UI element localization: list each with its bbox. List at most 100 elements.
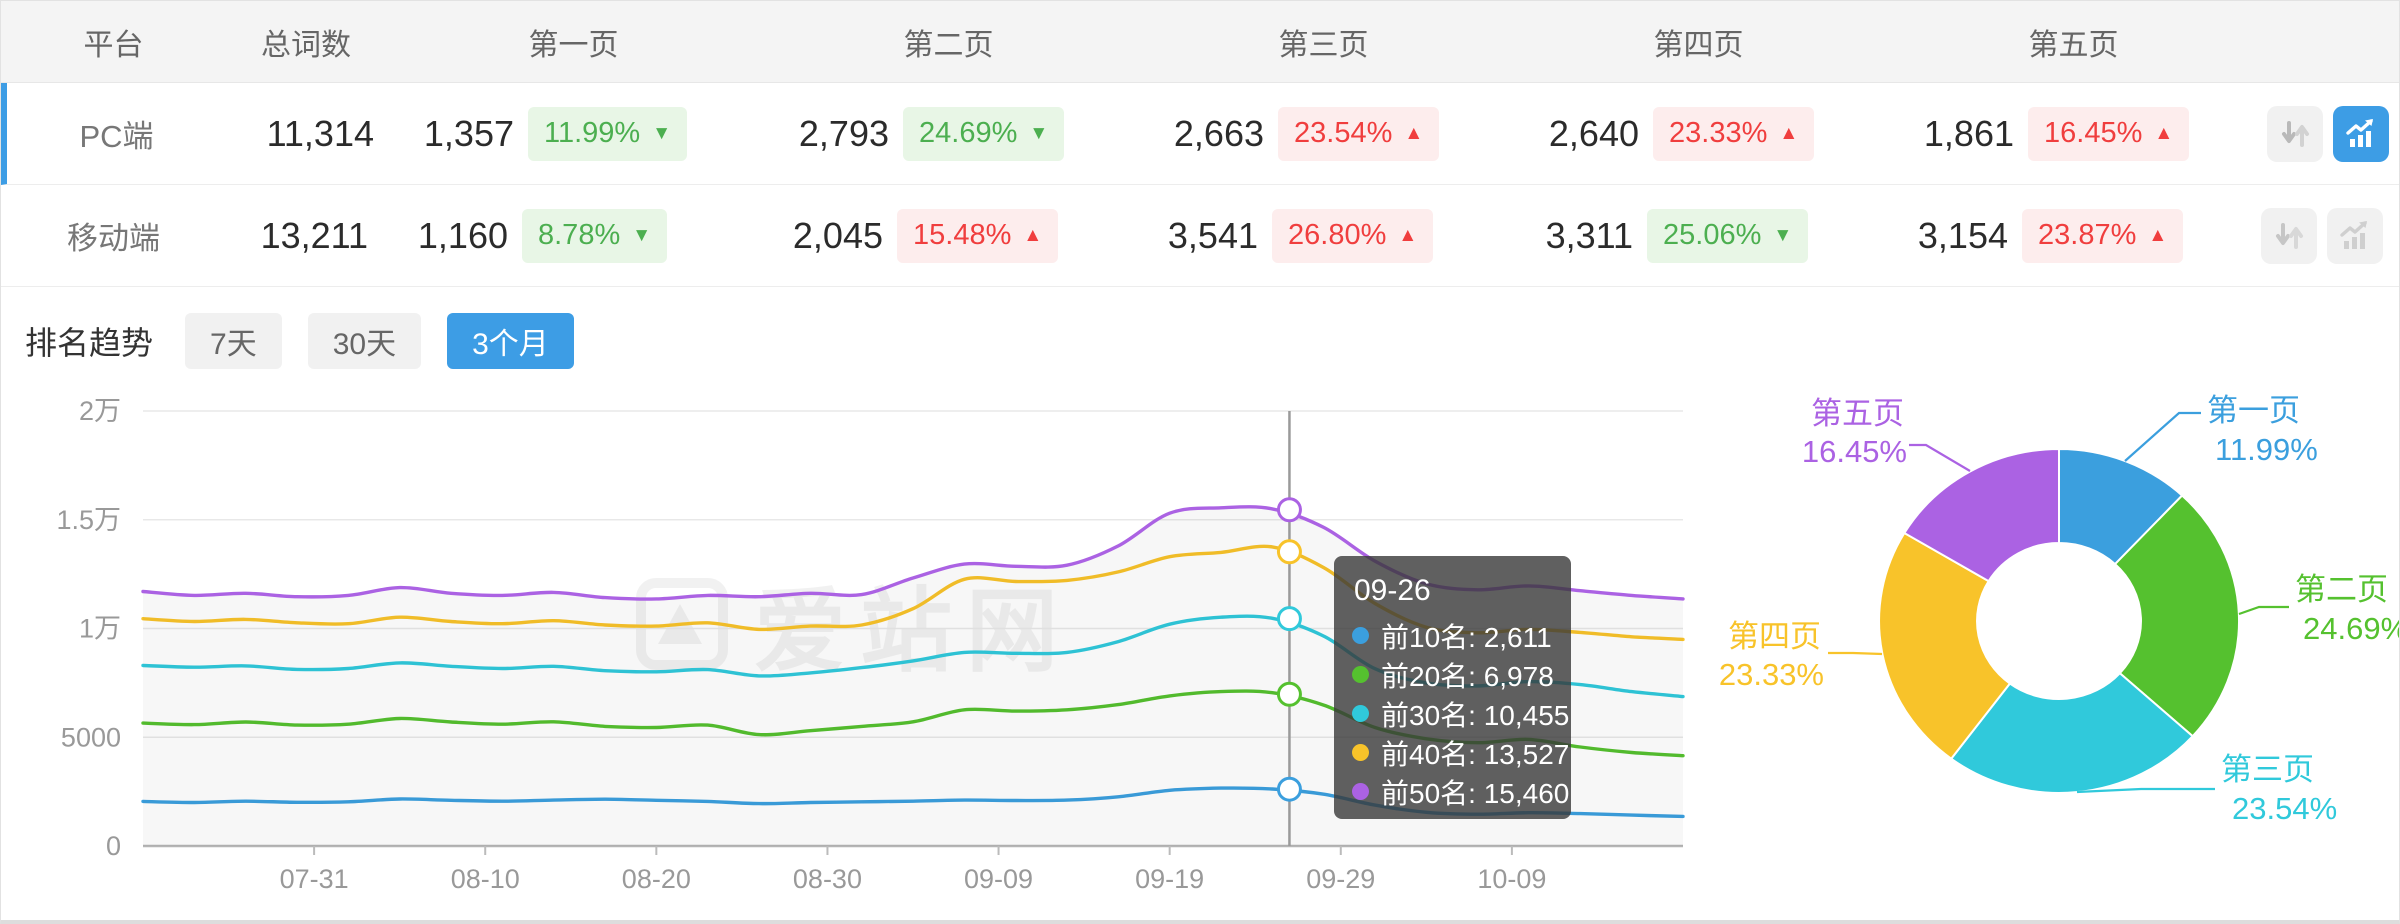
platform-label: 移动端 bbox=[67, 221, 160, 256]
page5-cell: 3,154 23.87% ▲ bbox=[1886, 208, 2261, 263]
line-chart-icon bbox=[2346, 118, 2373, 147]
sort-updown-button[interactable] bbox=[2261, 207, 2317, 264]
row-actions bbox=[2267, 105, 2399, 162]
x-axis-label: 08-20 bbox=[622, 864, 691, 894]
x-axis-label: 09-09 bbox=[964, 864, 1033, 894]
page1-cell: 1,160 8.78% ▼ bbox=[386, 208, 761, 263]
page5-count: 1,861 bbox=[1923, 112, 2014, 154]
donut-label-pct: 23.54% bbox=[2232, 791, 2337, 826]
page5-pct-badge: 23.87% ▲ bbox=[2022, 208, 2184, 263]
header-platform: 平台 bbox=[83, 28, 144, 62]
page2-cell: 2,793 24.69% ▼ bbox=[767, 106, 1142, 161]
header-page1: 第一页 bbox=[528, 28, 619, 62]
header-page4: 第四页 bbox=[1653, 28, 1744, 62]
line-chart-icon bbox=[2340, 220, 2367, 249]
page2-pct-badge: 15.48% ▲ bbox=[897, 208, 1059, 263]
page4-count: 2,640 bbox=[1548, 112, 1639, 154]
donut-label-name: 第二页 bbox=[2295, 572, 2388, 607]
row-actions bbox=[2261, 207, 2399, 264]
donut-label-line bbox=[1909, 443, 1971, 472]
show-trend-chart-button[interactable] bbox=[2333, 105, 2389, 162]
page1-pct-badge: 11.99% ▼ bbox=[528, 106, 688, 161]
donut-label-pct: 16.45% bbox=[1802, 434, 1907, 469]
donut-label-name: 第一页 bbox=[2207, 393, 2300, 428]
tab-3-months[interactable]: 3个月 bbox=[447, 313, 574, 369]
total-words-value: 11,314 bbox=[266, 112, 374, 154]
y-axis-label: 1万 bbox=[79, 614, 121, 644]
page4-count: 3,311 bbox=[1545, 214, 1633, 256]
y-axis-label: 5000 bbox=[61, 722, 121, 752]
page4-pct-badge: 23.33% ▲ bbox=[1653, 106, 1815, 161]
page2-pct-badge: 24.69% ▼ bbox=[903, 106, 1065, 161]
donut-label-pct: 23.33% bbox=[1719, 657, 1824, 692]
donut-label-line bbox=[2124, 411, 2201, 462]
platform-label: PC端 bbox=[79, 119, 154, 154]
page3-count: 2,663 bbox=[1173, 112, 1264, 154]
page3-cell: 2,663 23.54% ▲ bbox=[1142, 106, 1517, 161]
hover-marker-top20 bbox=[1276, 681, 1302, 707]
page1-count: 1,160 bbox=[417, 214, 508, 256]
page2-count: 2,793 bbox=[798, 112, 889, 154]
page3-count: 3,541 bbox=[1167, 214, 1258, 256]
page2-count: 2,045 bbox=[792, 214, 883, 256]
page3-cell: 3,541 26.80% ▲ bbox=[1136, 208, 1511, 263]
show-trend-chart-button[interactable] bbox=[2327, 207, 2383, 264]
tab-30-days[interactable]: 30天 bbox=[307, 313, 422, 369]
header-page3: 第三页 bbox=[1278, 28, 1369, 62]
x-axis-label: 08-30 bbox=[793, 864, 862, 894]
page3-pct-badge: 23.54% ▲ bbox=[1278, 106, 1440, 161]
donut-label-line bbox=[2076, 787, 2215, 794]
trend-area bbox=[143, 507, 1683, 846]
y-axis-label: 2万 bbox=[79, 396, 121, 426]
x-axis-label: 10-09 bbox=[1477, 864, 1546, 894]
x-axis-label: 09-19 bbox=[1135, 864, 1204, 894]
donut-label-pct: 11.99% bbox=[2215, 432, 2318, 467]
y-axis-label: 1.5万 bbox=[56, 505, 121, 535]
y-axis-label: 0 bbox=[106, 831, 121, 861]
donut-slice-page3[interactable] bbox=[1949, 671, 2195, 794]
page3-pct-badge: 26.80% ▲ bbox=[1272, 208, 1434, 263]
page1-count: 1,357 bbox=[423, 112, 514, 154]
x-axis-label: 08-10 bbox=[451, 864, 520, 894]
trend-line-chart: 0 5000 1万 1.5万 2万 07-31 08-10 08-20 08-30 09-09 09… bbox=[56, 396, 1685, 894]
table-row-mobile[interactable]: 移动端 13,211 1,160 8.78% ▼ 2,045 15.48% ▲ 3,… bbox=[1, 185, 2399, 287]
up-down-arrows-icon bbox=[2282, 120, 2309, 147]
page1-pct-badge: 8.78% ▼ bbox=[522, 208, 668, 263]
up-down-arrows-icon bbox=[2276, 222, 2303, 249]
page2-cell: 2,045 15.48% ▲ bbox=[761, 208, 1136, 263]
page1-cell: 1,357 11.99% ▼ bbox=[392, 106, 767, 161]
page4-pct-badge: 25.06% ▼ bbox=[1647, 208, 1809, 263]
tab-7-days[interactable]: 7天 bbox=[185, 313, 282, 369]
page5-count: 3,154 bbox=[1917, 214, 2008, 256]
donut-label-line bbox=[2238, 605, 2289, 616]
header-page5: 第五页 bbox=[2028, 28, 2119, 62]
donut-label-name: 第四页 bbox=[1728, 619, 1821, 654]
donut-label-line bbox=[1828, 651, 1883, 656]
page5-pct-badge: 16.45% ▲ bbox=[2028, 106, 2190, 161]
donut-slice-page2[interactable] bbox=[2113, 494, 2241, 738]
sort-updown-button[interactable] bbox=[2267, 105, 2323, 162]
hover-marker-top10 bbox=[1276, 776, 1302, 802]
donut-slice-page4[interactable] bbox=[1878, 531, 2012, 761]
x-axis-label: 09-29 bbox=[1306, 864, 1375, 894]
table-row-pc[interactable]: PC端 11,314 1,357 11.99% ▼ 2,793 24.69% ▼ 2… bbox=[1, 83, 2399, 185]
trend-title: 排名趋势 bbox=[25, 325, 154, 361]
header-page2: 第二页 bbox=[903, 28, 994, 62]
page4-cell: 3,311 25.06% ▼ bbox=[1511, 208, 1886, 263]
table-header-row: 平台 总词数 第一页 第二页 第三页 第四页 第五页 bbox=[1, 1, 2399, 83]
hover-marker-top40 bbox=[1276, 539, 1302, 565]
hover-marker-top50 bbox=[1276, 497, 1302, 523]
trend-toolbar: 排名趋势 7天 30天 3个月 bbox=[25, 313, 574, 369]
header-total-words: 总词数 bbox=[261, 28, 351, 62]
hover-marker-top30 bbox=[1276, 606, 1302, 632]
donut-slice-page5[interactable] bbox=[1903, 447, 2060, 583]
total-words-value: 13,211 bbox=[260, 214, 368, 256]
page5-cell: 1,861 16.45% ▲ bbox=[1892, 106, 2267, 161]
donut-label-name: 第三页 bbox=[2221, 752, 2314, 787]
donut-label-name: 第五页 bbox=[1811, 396, 1904, 431]
donut-label-pct: 24.69% bbox=[2303, 611, 2400, 646]
x-axis-label: 07-31 bbox=[280, 864, 349, 894]
page4-cell: 2,640 23.33% ▲ bbox=[1517, 106, 1892, 161]
